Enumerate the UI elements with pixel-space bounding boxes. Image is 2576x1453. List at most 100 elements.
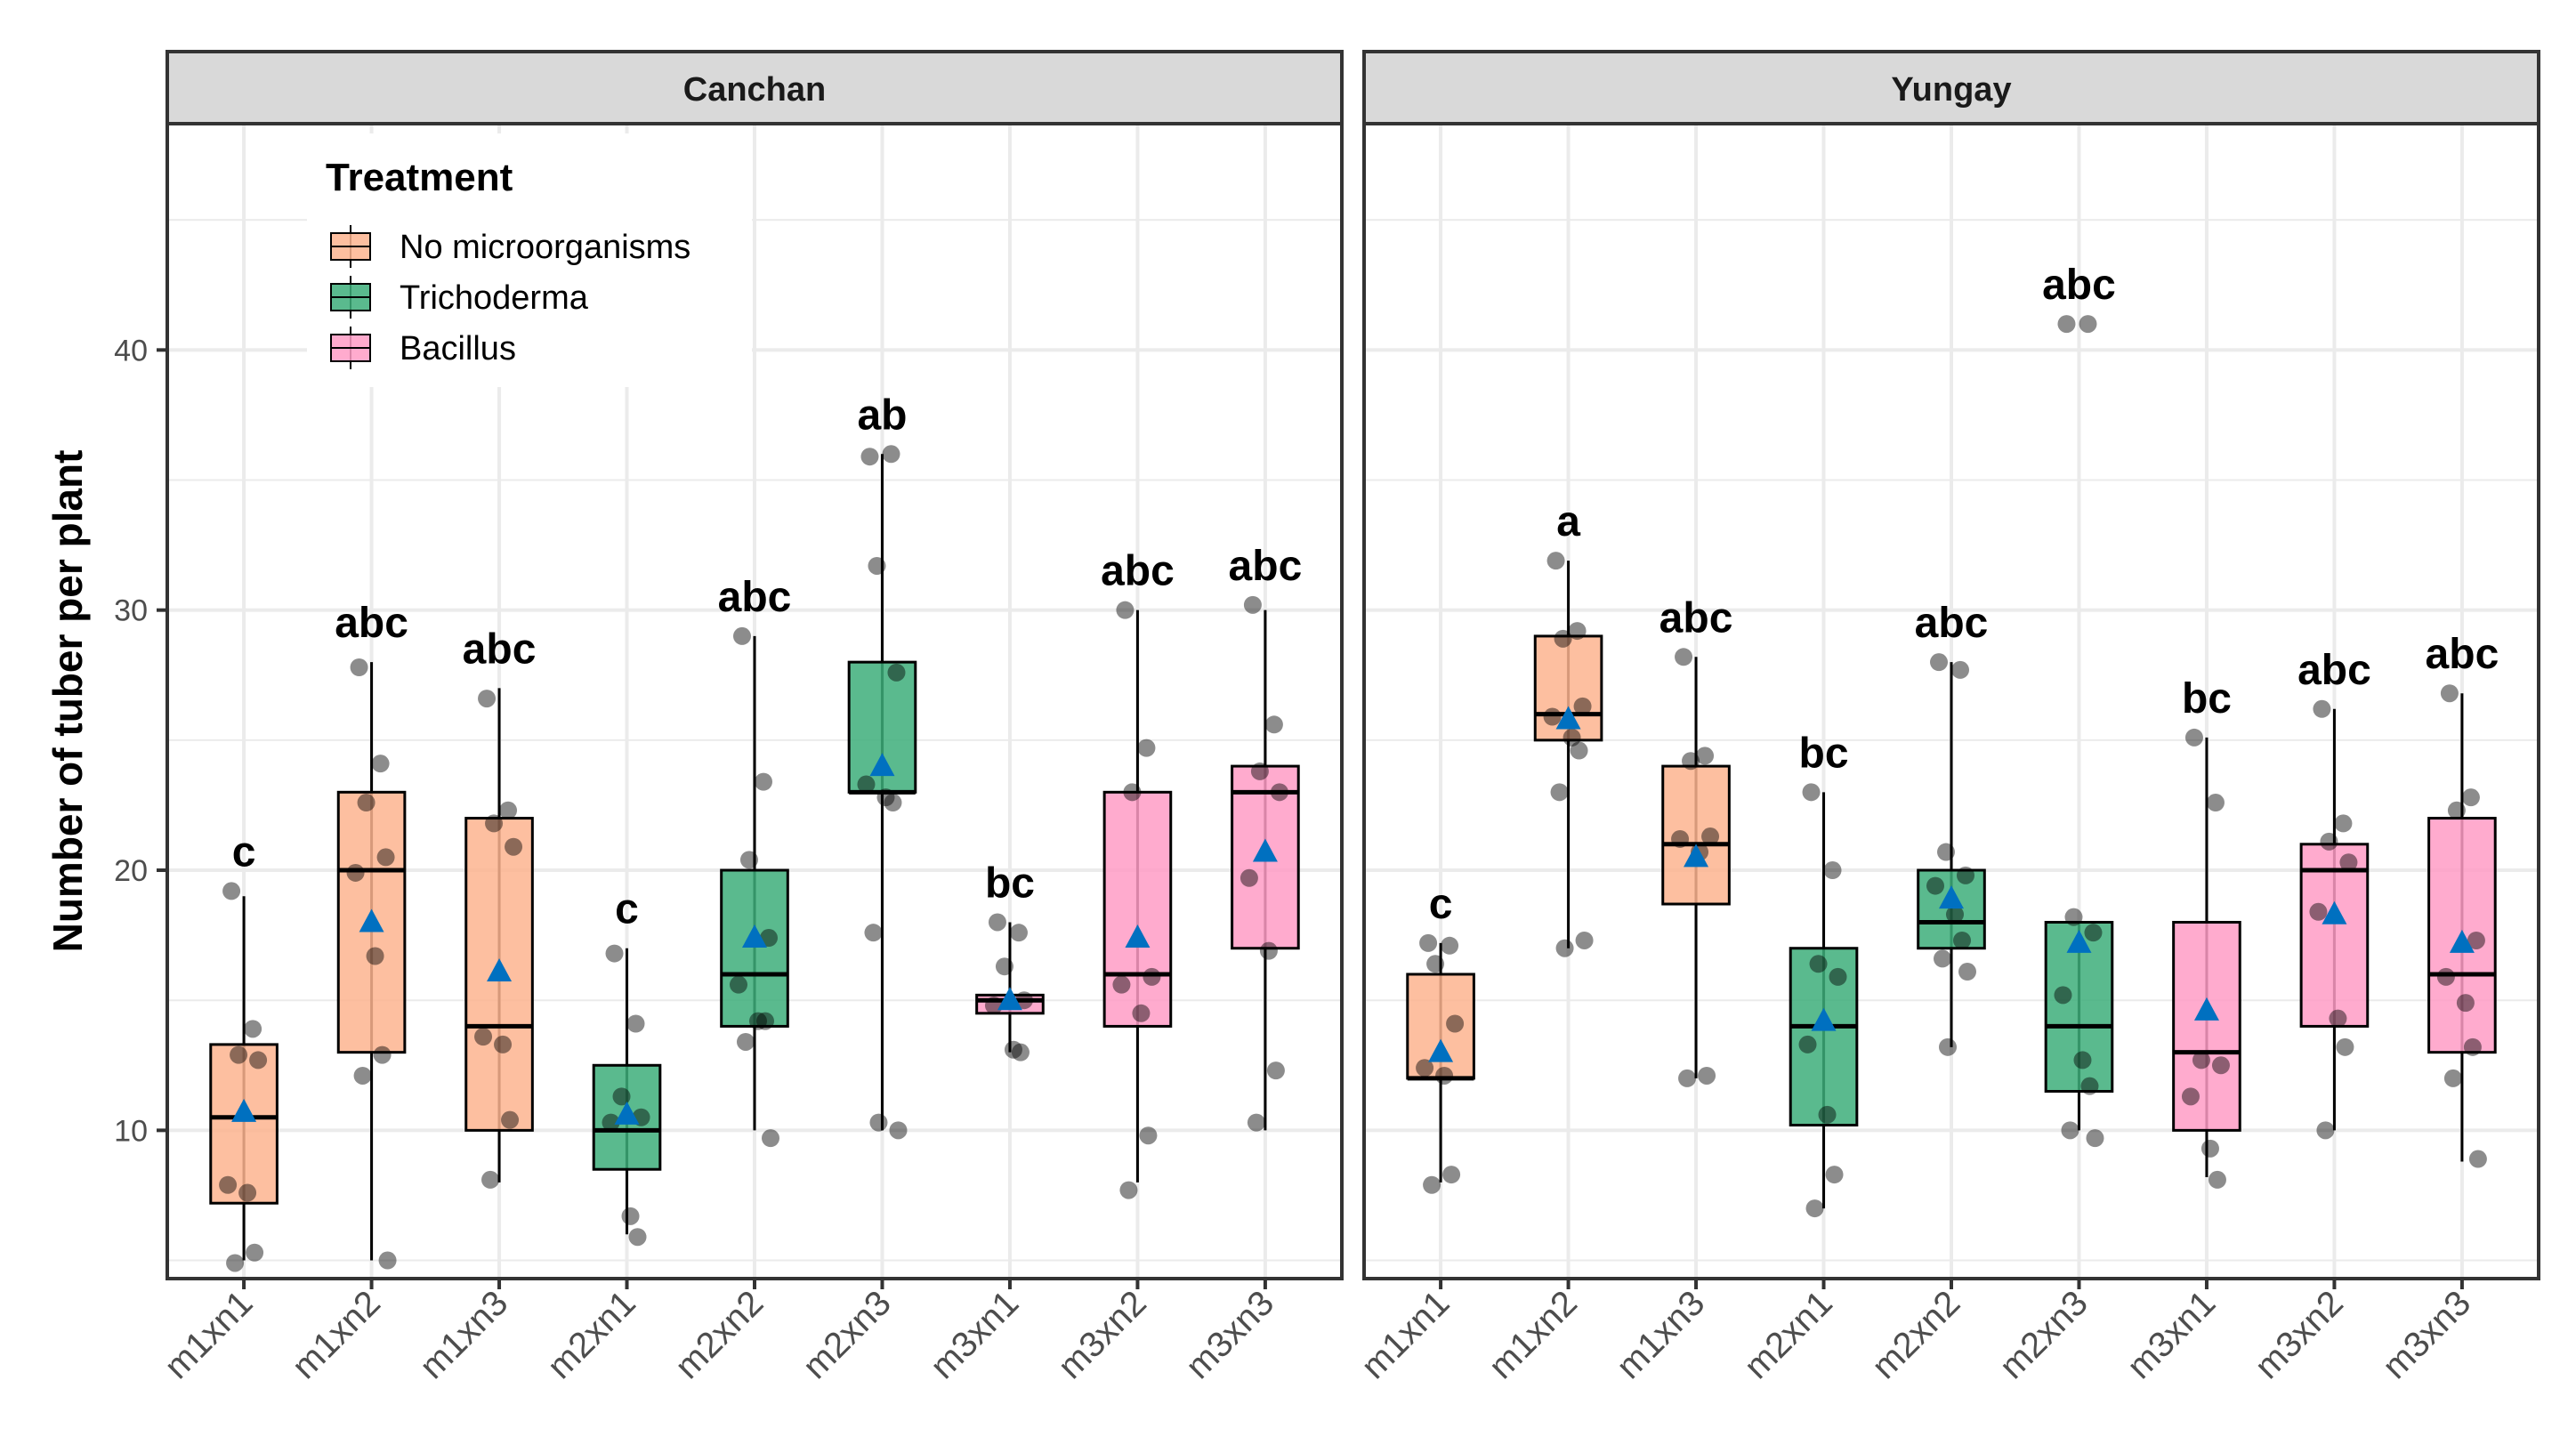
data-point [2211,1056,2230,1075]
data-point [1937,843,1955,861]
significance-letter: abc [1101,548,1175,595]
data-point [2079,315,2097,334]
legend-label: Bacillus [400,330,516,367]
data-point [1442,1166,1461,1184]
data-point [1240,868,1258,887]
x-tick-label: m3xn2 [2248,1283,2351,1386]
mean-marker [2322,900,2347,924]
data-point [1575,931,1594,949]
data-point [373,1045,392,1064]
mean-marker [614,1101,640,1125]
data-point [628,1228,647,1247]
mean-marker [997,987,1022,1011]
y-tick-label: 40 [114,334,148,367]
data-point [737,1032,755,1051]
x-tick-label: m1xn2 [285,1283,388,1386]
x-tick-label: m3xn1 [2120,1283,2223,1386]
data-point [366,947,384,965]
y-axis-title: Number of tuber per plant [44,450,91,953]
mean-marker [742,924,767,948]
significance-letter: c [615,886,639,933]
data-point [1930,653,1948,672]
data-point [602,1113,620,1132]
legend-item-trichoderma: Trichoderma [330,276,589,319]
significance-letter: abc [2042,262,2116,309]
legend-item-no-microorganisms: No microorganisms [330,225,690,268]
mean-marker [231,1098,257,1122]
data-point [1671,829,1690,848]
legend-label: No microorganisms [400,229,690,266]
x-tick-label: m2xn3 [1992,1283,2096,1386]
data-point [2192,1051,2210,1070]
data-point [869,1113,888,1132]
data-point [1446,1014,1465,1033]
significance-letter: abc [2426,631,2499,678]
data-point [1696,747,1715,765]
significance-letter: abc [1915,600,1989,647]
data-point [246,1243,264,1262]
data-point [2463,1037,2482,1056]
facet-strip [166,50,1344,125]
x-tick-label: m2xn2 [1864,1283,1967,1386]
data-point [2313,699,2331,718]
data-point [1143,967,1161,986]
facet-strip [1362,50,2540,125]
y-tick-label: 30 [114,594,148,628]
y-tick-label: 10 [114,1114,148,1148]
data-point [760,929,778,948]
mean-marker [2449,929,2475,953]
data-point [1829,967,1847,986]
data-point [2054,986,2072,1005]
data-point [230,1045,248,1064]
data-point [244,1020,262,1038]
data-point [1939,1037,1957,1056]
data-point [756,1012,774,1030]
data-point [350,658,368,676]
significance-letter: ab [857,392,907,439]
legend-item-bacillus: Bacillus [330,327,516,369]
box-canchan-m2xn3: ab [847,392,917,1140]
data-point [988,913,1006,932]
data-point [1823,861,1842,880]
significance-letter: c [1429,881,1453,928]
box-yungay-m1xn1: c [1406,881,1475,1194]
box-iqr [1661,764,1731,906]
x-tick-label: m2xn2 [667,1283,771,1386]
data-point [2206,794,2225,812]
significance-letter: abc [335,600,408,647]
data-point [2084,924,2103,942]
data-point [876,788,895,807]
data-point [494,1035,513,1053]
data-point [1243,595,1262,614]
data-point [2208,1170,2226,1189]
significance-letter: abc [718,574,792,621]
data-point [1137,739,1156,757]
data-point [1958,963,1976,981]
data-point [1951,660,1969,679]
data-point [2456,994,2475,1013]
data-point [1139,1126,1158,1145]
mean-marker [869,753,895,777]
data-point [2316,1121,2335,1140]
data-point [1546,552,1565,570]
data-point [1250,762,1269,780]
data-point [1570,741,1588,760]
data-point [1416,1059,1434,1078]
data-point [864,924,883,942]
data-point [740,851,758,869]
box-yungay-m3xn1: bc [2172,675,2241,1189]
y-tick-label: 20 [114,854,148,888]
mean-marker [487,958,513,982]
data-point [499,801,518,819]
x-tick-label: m3xn3 [1178,1283,1281,1386]
data-point [2320,832,2338,851]
box-yungay-m1xn3: abc [1659,594,1732,1087]
data-point [857,775,876,794]
data-point [2057,315,2076,334]
mean-marker [1684,844,1709,868]
data-point [1543,707,1562,726]
data-point [2334,814,2353,833]
data-point [1112,975,1131,994]
facet-title-yungay: Yungay [1891,71,2011,109]
